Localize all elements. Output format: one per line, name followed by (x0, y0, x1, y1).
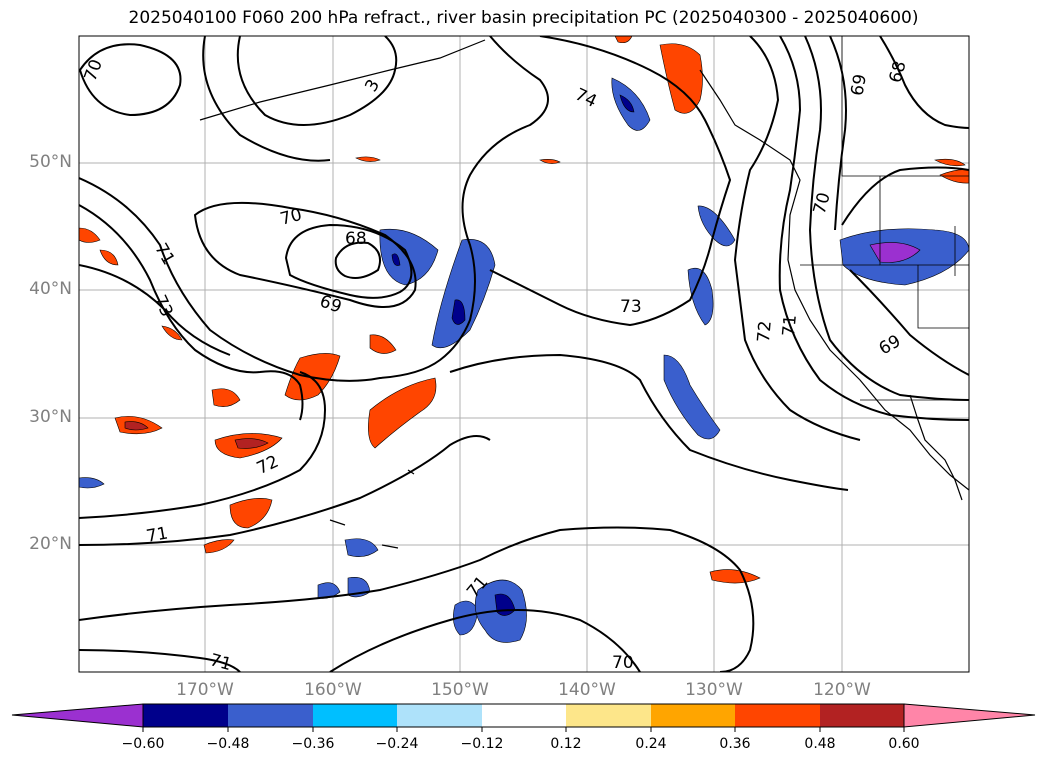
negative-anomaly-areas (79, 77, 969, 643)
colorbar-tick-label: −0.36 (291, 736, 335, 752)
contour-label: 71 (779, 314, 801, 337)
contour-label: 70 (612, 653, 634, 673)
lat-label-20n: 20°N (29, 534, 72, 554)
colorbar-bin (566, 704, 651, 727)
map-frame (78, 35, 970, 673)
colorbar-bin (482, 704, 566, 727)
contour-label: 71 (145, 523, 170, 546)
lat-label-50n: 50°N (29, 152, 72, 172)
lon-label-130w: 130°W (685, 680, 743, 700)
colorbar-tick-label: −0.48 (206, 736, 250, 752)
lon-label-160w: 160°W (304, 680, 362, 700)
contour-label: 71 (208, 650, 234, 675)
colorbar-bin (820, 704, 904, 727)
colorbar-bin (735, 704, 820, 727)
lat-label-40n: 40°N (29, 279, 72, 299)
coastlines (199, 39, 969, 549)
map-frame-bg (79, 36, 969, 672)
refractivity-contours (79, 36, 969, 672)
colorbar-tick-label: 0.12 (550, 736, 582, 752)
colorbar-bin (313, 704, 397, 727)
colorbar-max-extend (903, 703, 1036, 728)
lon-label-120w: 120°W (813, 680, 871, 700)
colorbar-tick-label: 0.36 (719, 736, 751, 752)
colorbar-bin (397, 704, 482, 727)
map-title: 2025040100 F060 200 hPa refract., river … (128, 8, 919, 28)
colorbar-bin (651, 704, 735, 727)
lon-label-140w: 140°W (558, 680, 616, 700)
contour-label: 68 (345, 229, 367, 249)
positive-anomaly-areas (79, 36, 969, 584)
colorbar-min-extend (11, 703, 144, 728)
colorbar-outline (142, 703, 905, 728)
colorbar-tick-label: 0.24 (635, 736, 667, 752)
colorbar-tick-label: −0.12 (460, 736, 504, 752)
contour-label: 72 (754, 320, 776, 343)
lon-label-150w: 150°W (431, 680, 489, 700)
gridlines (79, 36, 969, 672)
lat-label-30n: 30°N (29, 407, 72, 427)
colorbar-tick-label: 0.48 (804, 736, 836, 752)
contour-label: 69 (847, 73, 870, 98)
lon-label-170w: 170°W (176, 680, 234, 700)
colorbar-tick-label: −0.24 (375, 736, 419, 752)
colorbar-tick-label: −0.60 (121, 736, 165, 752)
colorbar-bin (143, 704, 228, 727)
colorbar-tick-label: 0.60 (888, 736, 920, 752)
contour-label: 73 (620, 297, 642, 317)
colorbar-bin (228, 704, 313, 727)
colorbar (11, 703, 1036, 732)
